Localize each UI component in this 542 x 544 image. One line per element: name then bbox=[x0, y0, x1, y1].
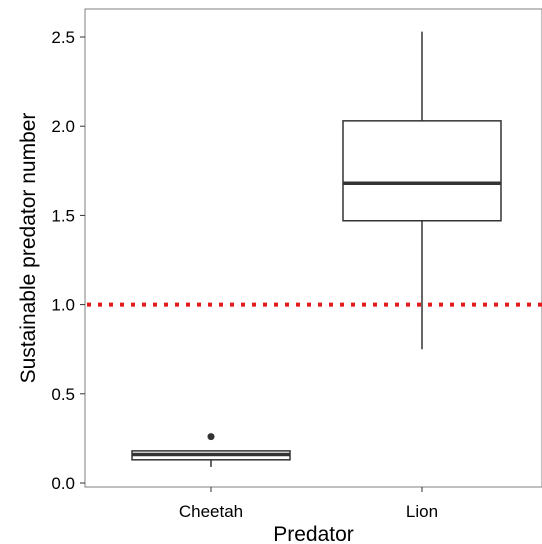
y-axis: 0.0 0.5 1.0 1.5 2.0 2.5 bbox=[51, 28, 85, 493]
x-axis-title: Predator bbox=[273, 523, 354, 544]
y-tick-label: 0.0 bbox=[51, 474, 75, 493]
boxes bbox=[131, 31, 502, 467]
x-tick-label: Lion bbox=[406, 502, 438, 521]
plot-panel bbox=[84, 8, 542, 488]
y-axis-title: Sustainable predator number bbox=[17, 113, 40, 384]
outlier-point bbox=[207, 433, 215, 441]
y-tick-label: 2.0 bbox=[51, 117, 75, 136]
box-iqr bbox=[342, 120, 502, 222]
y-tick-label: 1.0 bbox=[51, 296, 75, 315]
y-tick-label: 1.5 bbox=[51, 206, 75, 225]
x-axis: Cheetah Lion bbox=[179, 487, 438, 521]
y-tick-label: 0.5 bbox=[51, 385, 75, 404]
x-tick-label: Cheetah bbox=[179, 502, 243, 521]
y-tick-label: 2.5 bbox=[51, 28, 75, 47]
